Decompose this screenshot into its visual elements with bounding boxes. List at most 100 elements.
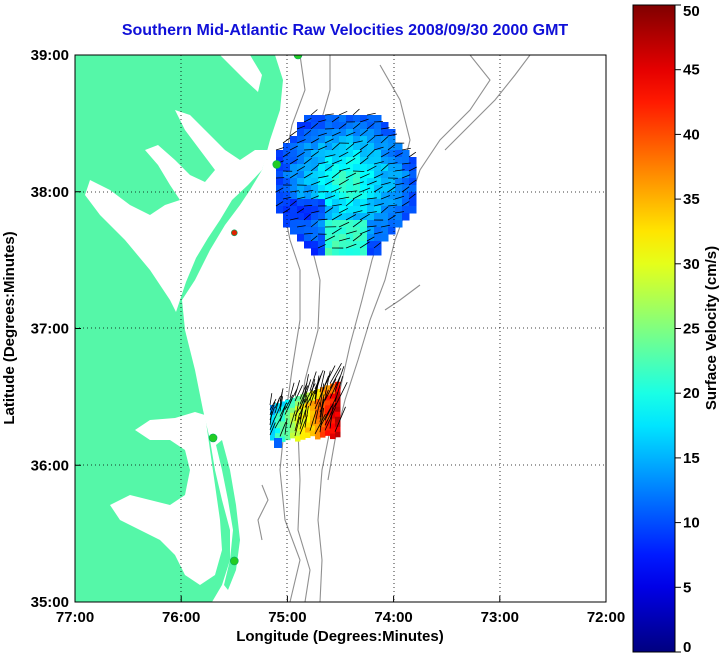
velocity-arrow — [324, 195, 336, 200]
velocity-arrow — [324, 113, 334, 116]
velocity-arrow — [366, 112, 376, 116]
velocity-arrow — [338, 207, 349, 214]
velocity-cell — [283, 150, 291, 158]
velocity-arrow — [319, 394, 325, 418]
velocity-cell — [395, 178, 403, 186]
velocity-cell — [325, 199, 333, 207]
velocity-cell — [332, 178, 340, 186]
velocity-cell — [346, 178, 354, 186]
velocity-arrow — [299, 385, 309, 405]
velocity-arrow — [359, 157, 369, 165]
velocity-cell — [332, 234, 340, 242]
velocity-cell — [305, 392, 311, 398]
velocity-cell — [318, 157, 326, 165]
velocity-arrow — [387, 133, 398, 137]
y-tick-label: 36:00 — [31, 457, 69, 474]
x-tick-label: 73:00 — [481, 609, 519, 626]
velocity-cell — [395, 157, 403, 165]
velocity-arrow — [289, 200, 297, 207]
velocity-arrow — [329, 363, 342, 384]
velocity-arrow — [314, 375, 320, 399]
velocity-cell — [339, 192, 347, 200]
x-tick-label: 76:00 — [162, 609, 200, 626]
velocity-cell — [304, 150, 312, 158]
velocity-arrow — [269, 417, 276, 431]
velocity-cell — [374, 122, 382, 130]
velocity-cell — [353, 171, 361, 179]
velocity-arrow — [279, 392, 283, 407]
velocity-cell — [304, 115, 312, 123]
velocity-arrow — [294, 416, 300, 437]
velocity-arrow — [310, 235, 318, 242]
velocity-cell — [395, 150, 403, 158]
velocity-cell — [276, 178, 284, 186]
velocity-arrow — [324, 397, 337, 421]
velocity-arrow — [380, 164, 389, 172]
velocity-arrow — [324, 164, 334, 172]
grid-lines — [75, 55, 606, 602]
velocity-cell — [374, 234, 382, 242]
velocity-cell — [311, 192, 319, 200]
velocity-cell — [367, 157, 375, 165]
velocity-cell — [360, 220, 368, 228]
velocity-arrow — [310, 109, 318, 116]
velocity-arrow — [310, 221, 319, 228]
velocity-arrow — [319, 375, 330, 398]
velocity-cell — [276, 171, 284, 179]
velocity-cell — [325, 415, 331, 421]
velocity-arrow — [373, 231, 383, 235]
velocity-cell — [388, 171, 396, 179]
velocity-arrow — [282, 137, 291, 144]
velocity-cell — [318, 241, 326, 249]
radar-station-marker — [293, 55, 303, 60]
velocity-cell — [360, 234, 368, 242]
colorbar-tick-label: 40 — [683, 126, 700, 143]
velocity-cell — [318, 199, 326, 207]
velocity-cell — [353, 115, 361, 123]
velocity-arrow — [296, 151, 305, 158]
velocity-cell — [283, 171, 291, 179]
velocity-cell — [318, 143, 326, 151]
velocity-arrow — [380, 151, 390, 158]
velocity-arrow — [401, 186, 410, 193]
velocity-arrow — [314, 413, 326, 435]
velocity-arrow — [296, 165, 306, 172]
velocity-cell — [409, 171, 417, 179]
velocity-cell — [318, 234, 326, 242]
velocity-cell — [304, 206, 312, 214]
velocity-cell — [305, 397, 311, 403]
velocity-cell — [367, 143, 375, 151]
velocity-cell — [276, 150, 284, 158]
velocity-arrow — [303, 232, 313, 235]
velocity-arrow — [366, 197, 377, 200]
velocity-cell — [325, 213, 333, 221]
velocity-cell — [290, 178, 298, 186]
velocity-arrow — [324, 154, 336, 158]
velocity-arrow — [373, 203, 384, 207]
colorbar-tick-label: 20 — [683, 385, 700, 402]
velocity-arrow — [366, 225, 377, 228]
velocity-cell — [402, 178, 410, 186]
velocity-arrow — [394, 195, 405, 200]
velocity-arrow — [352, 233, 363, 242]
velocity-cell — [304, 122, 312, 130]
velocity-arrow — [373, 173, 384, 179]
velocity-cell — [285, 434, 291, 441]
velocity-cell — [346, 227, 354, 235]
velocity-cell — [276, 192, 284, 200]
velocity-arrow — [310, 151, 319, 158]
velocity-cell — [325, 234, 333, 242]
velocity-cell — [290, 220, 298, 228]
velocity-arrow — [401, 162, 411, 165]
velocity-arrow — [331, 159, 343, 165]
velocity-cell — [297, 234, 305, 242]
velocity-cell — [381, 157, 389, 165]
velocity-cell — [339, 199, 347, 207]
velocity-cell — [325, 425, 331, 431]
velocity-arrow — [408, 166, 417, 172]
velocity-cell — [374, 143, 382, 151]
velocity-cell — [290, 185, 298, 193]
velocity-arrow — [352, 140, 363, 144]
velocity-cell — [300, 419, 306, 425]
velocity-cell — [297, 192, 305, 200]
